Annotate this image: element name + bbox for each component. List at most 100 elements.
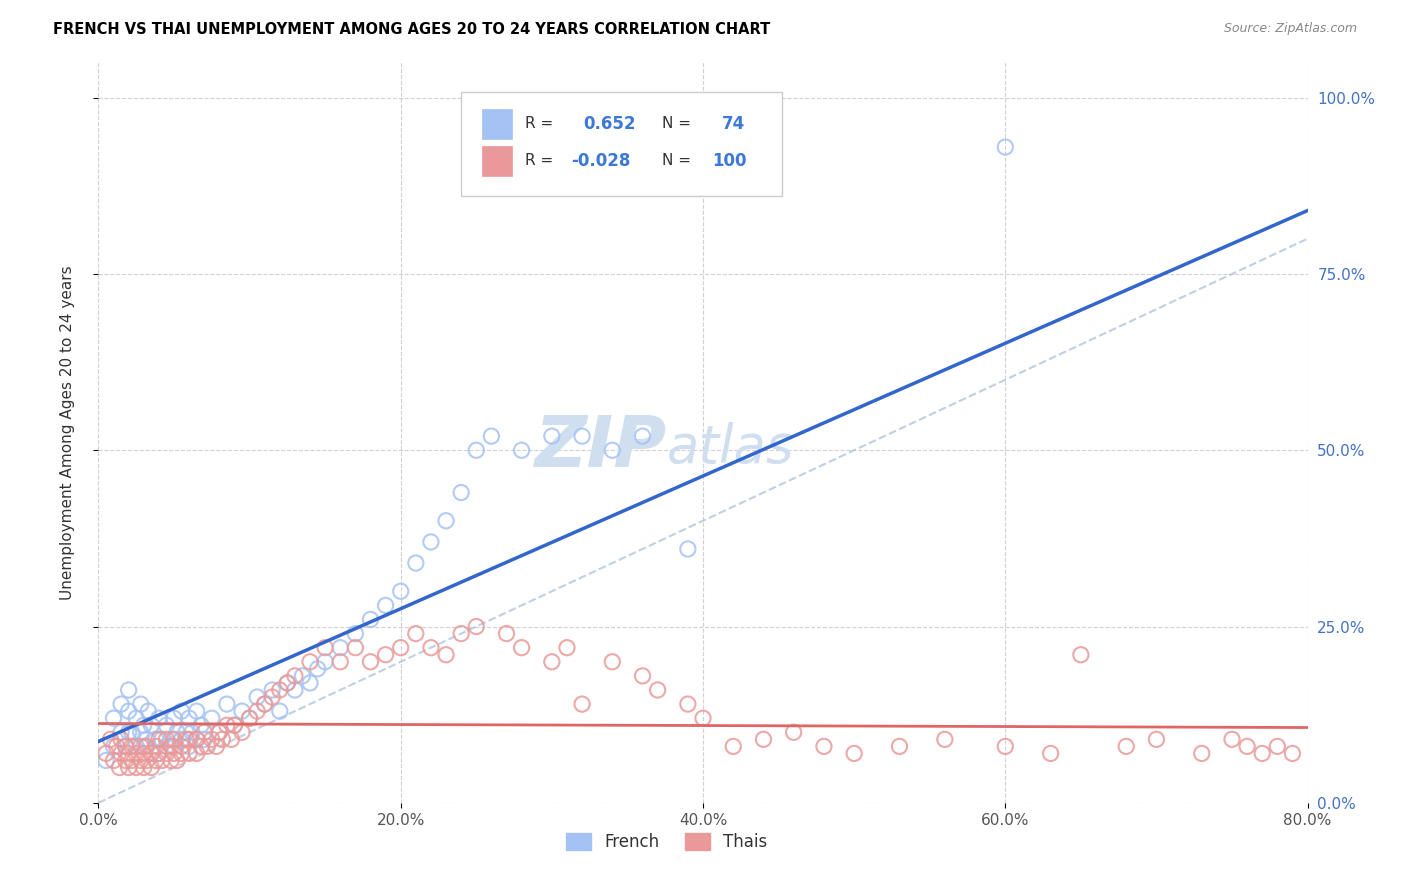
Y-axis label: Unemployment Among Ages 20 to 24 years: Unemployment Among Ages 20 to 24 years [60,265,75,600]
Point [94,747,117,761]
Point [208,725,231,739]
Point [314,640,336,655]
Point [389,584,412,599]
Point [125,711,148,725]
Point [181,725,204,739]
Point [231,725,253,739]
Point [129,739,152,754]
Point [276,676,298,690]
Point [994,739,1017,754]
Point [110,747,132,761]
Point [110,697,132,711]
Point [170,747,193,761]
Point [571,697,593,711]
Point [121,725,143,739]
Point [148,732,170,747]
Point [118,747,141,761]
Text: 74: 74 [723,115,745,133]
Point [276,676,298,690]
Point [135,732,157,747]
Point [1220,732,1243,747]
Point [246,690,269,704]
Text: N =: N = [662,153,690,169]
Point [170,732,193,747]
Point [145,739,167,754]
Point [510,640,533,655]
Point [163,711,186,725]
Point [205,739,228,754]
Point [195,739,218,754]
Point [420,640,443,655]
FancyBboxPatch shape [482,109,512,138]
Point [108,760,131,774]
Point [1039,747,1062,761]
Point [186,704,208,718]
Point [114,739,136,754]
Point [132,718,155,732]
Point [389,640,412,655]
Point [155,739,177,754]
Point [186,747,208,761]
Point [105,739,128,754]
Point [136,704,159,718]
Point [450,485,472,500]
Point [269,683,291,698]
Point [239,711,262,725]
Point [150,732,173,747]
Point [934,732,956,747]
Point [344,640,367,655]
Point [1191,747,1213,761]
Text: 100: 100 [713,152,747,169]
Point [193,732,215,747]
Point [291,669,314,683]
Point [163,739,186,754]
Point [179,732,201,747]
Point [246,704,269,718]
Point [299,676,322,690]
Point [114,739,136,754]
Point [118,725,141,739]
Point [186,732,208,747]
Legend: French, Thais: French, Thais [560,826,773,857]
Point [94,754,117,768]
Point [103,754,125,768]
Point [145,754,167,768]
Point [145,732,167,747]
Point [1115,739,1137,754]
Point [284,669,307,683]
Point [186,732,208,747]
Point [170,739,193,754]
Point [150,754,173,768]
Text: FRENCH VS THAI UNEMPLOYMENT AMONG AGES 20 TO 24 YEARS CORRELATION CHART: FRENCH VS THAI UNEMPLOYMENT AMONG AGES 2… [53,22,770,37]
Point [141,718,163,732]
Point [155,732,177,747]
Point [125,739,148,754]
Point [405,626,427,640]
Point [201,711,224,725]
Point [647,683,669,698]
Point [163,747,186,761]
Point [190,718,212,732]
Point [201,732,224,747]
Point [571,429,593,443]
Point [141,760,163,774]
Point [262,690,284,704]
Point [132,760,155,774]
Point [148,711,170,725]
Point [125,747,148,761]
Text: N =: N = [662,116,690,131]
Point [179,739,201,754]
Point [215,718,238,732]
Point [481,429,503,443]
Point [434,648,457,662]
Point [540,655,562,669]
Point [307,662,329,676]
Point [1251,747,1274,761]
Point [676,697,699,711]
Point [193,725,215,739]
Text: atlas: atlas [666,421,794,474]
Point [602,443,624,458]
Point [813,739,835,754]
Point [510,443,533,458]
Point [118,760,141,774]
